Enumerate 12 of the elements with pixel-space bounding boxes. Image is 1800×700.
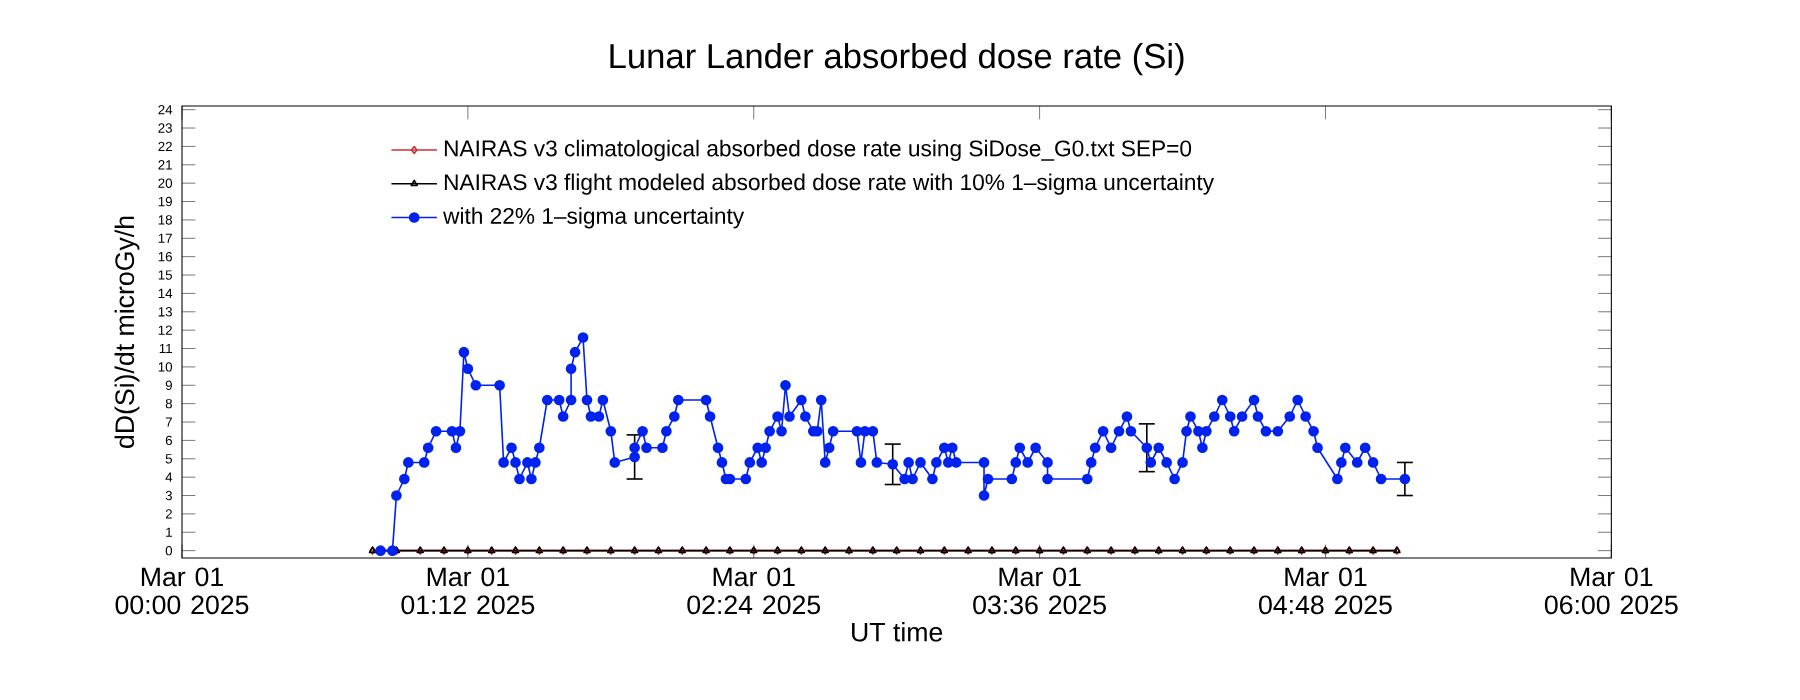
chart-title: Lunar Lander absorbed dose rate (Si) bbox=[610, 42, 1184, 76]
x-tick-label: Mar 01 06:00 2025 bbox=[1544, 567, 1678, 615]
x-tick-label: Mar 01 02:24 2025 bbox=[687, 567, 821, 615]
y-axis-title: dD(Si)/dt microGy/h bbox=[114, 216, 140, 448]
legend-label: NAIRAS v3 climatological absorbed dose rate using SiDose_G0.txt SEP=0 bbox=[444, 139, 1192, 161]
x-tick-label: Mar 01 03:36 2025 bbox=[973, 567, 1106, 615]
x-axis-title: UT time bbox=[852, 621, 943, 642]
x-tick-label: Mar 01 00:00 2025 bbox=[115, 567, 249, 615]
x-tick-label: Mar 01 01:12 2025 bbox=[401, 567, 535, 615]
legend-label: with 22% 1–sigma uncertainty bbox=[443, 207, 745, 229]
x-tick-label: Mar 01 04:48 2025 bbox=[1259, 567, 1392, 615]
legend-label: NAIRAS v3 flight modeled absorbed dose rate with 10% 1–sigma uncertainty bbox=[444, 173, 1215, 195]
